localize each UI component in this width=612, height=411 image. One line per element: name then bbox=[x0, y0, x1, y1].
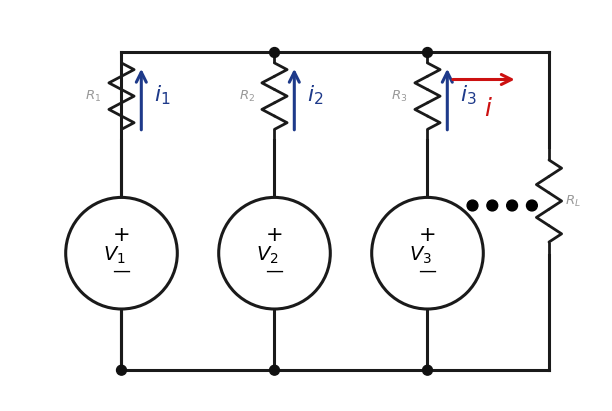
Circle shape bbox=[526, 200, 537, 211]
Text: —: — bbox=[113, 262, 130, 280]
Text: $R_1$: $R_1$ bbox=[86, 89, 102, 104]
Text: $V_{3}$: $V_{3}$ bbox=[409, 245, 431, 266]
Circle shape bbox=[507, 200, 518, 211]
Text: +: + bbox=[266, 225, 283, 245]
Text: $R_2$: $R_2$ bbox=[239, 89, 255, 104]
Circle shape bbox=[269, 365, 280, 375]
Circle shape bbox=[218, 197, 330, 309]
Text: —: — bbox=[266, 262, 283, 280]
Circle shape bbox=[487, 200, 498, 211]
Circle shape bbox=[422, 365, 433, 375]
Text: +: + bbox=[419, 225, 436, 245]
Circle shape bbox=[422, 48, 433, 58]
Text: $i_3$: $i_3$ bbox=[460, 83, 477, 106]
Text: $i_1$: $i_1$ bbox=[154, 83, 171, 106]
Text: +: + bbox=[113, 225, 130, 245]
Text: $V_{2}$: $V_{2}$ bbox=[256, 245, 278, 266]
Circle shape bbox=[371, 197, 483, 309]
Text: $R_L$: $R_L$ bbox=[565, 194, 581, 208]
Circle shape bbox=[269, 48, 280, 58]
Text: $i$: $i$ bbox=[484, 97, 493, 122]
Text: $i_2$: $i_2$ bbox=[307, 83, 323, 106]
Circle shape bbox=[116, 365, 127, 375]
Text: $R_3$: $R_3$ bbox=[391, 89, 408, 104]
Circle shape bbox=[65, 197, 177, 309]
Text: —: — bbox=[419, 262, 436, 280]
Text: $V_{1}$: $V_{1}$ bbox=[103, 245, 125, 266]
Circle shape bbox=[467, 200, 478, 211]
